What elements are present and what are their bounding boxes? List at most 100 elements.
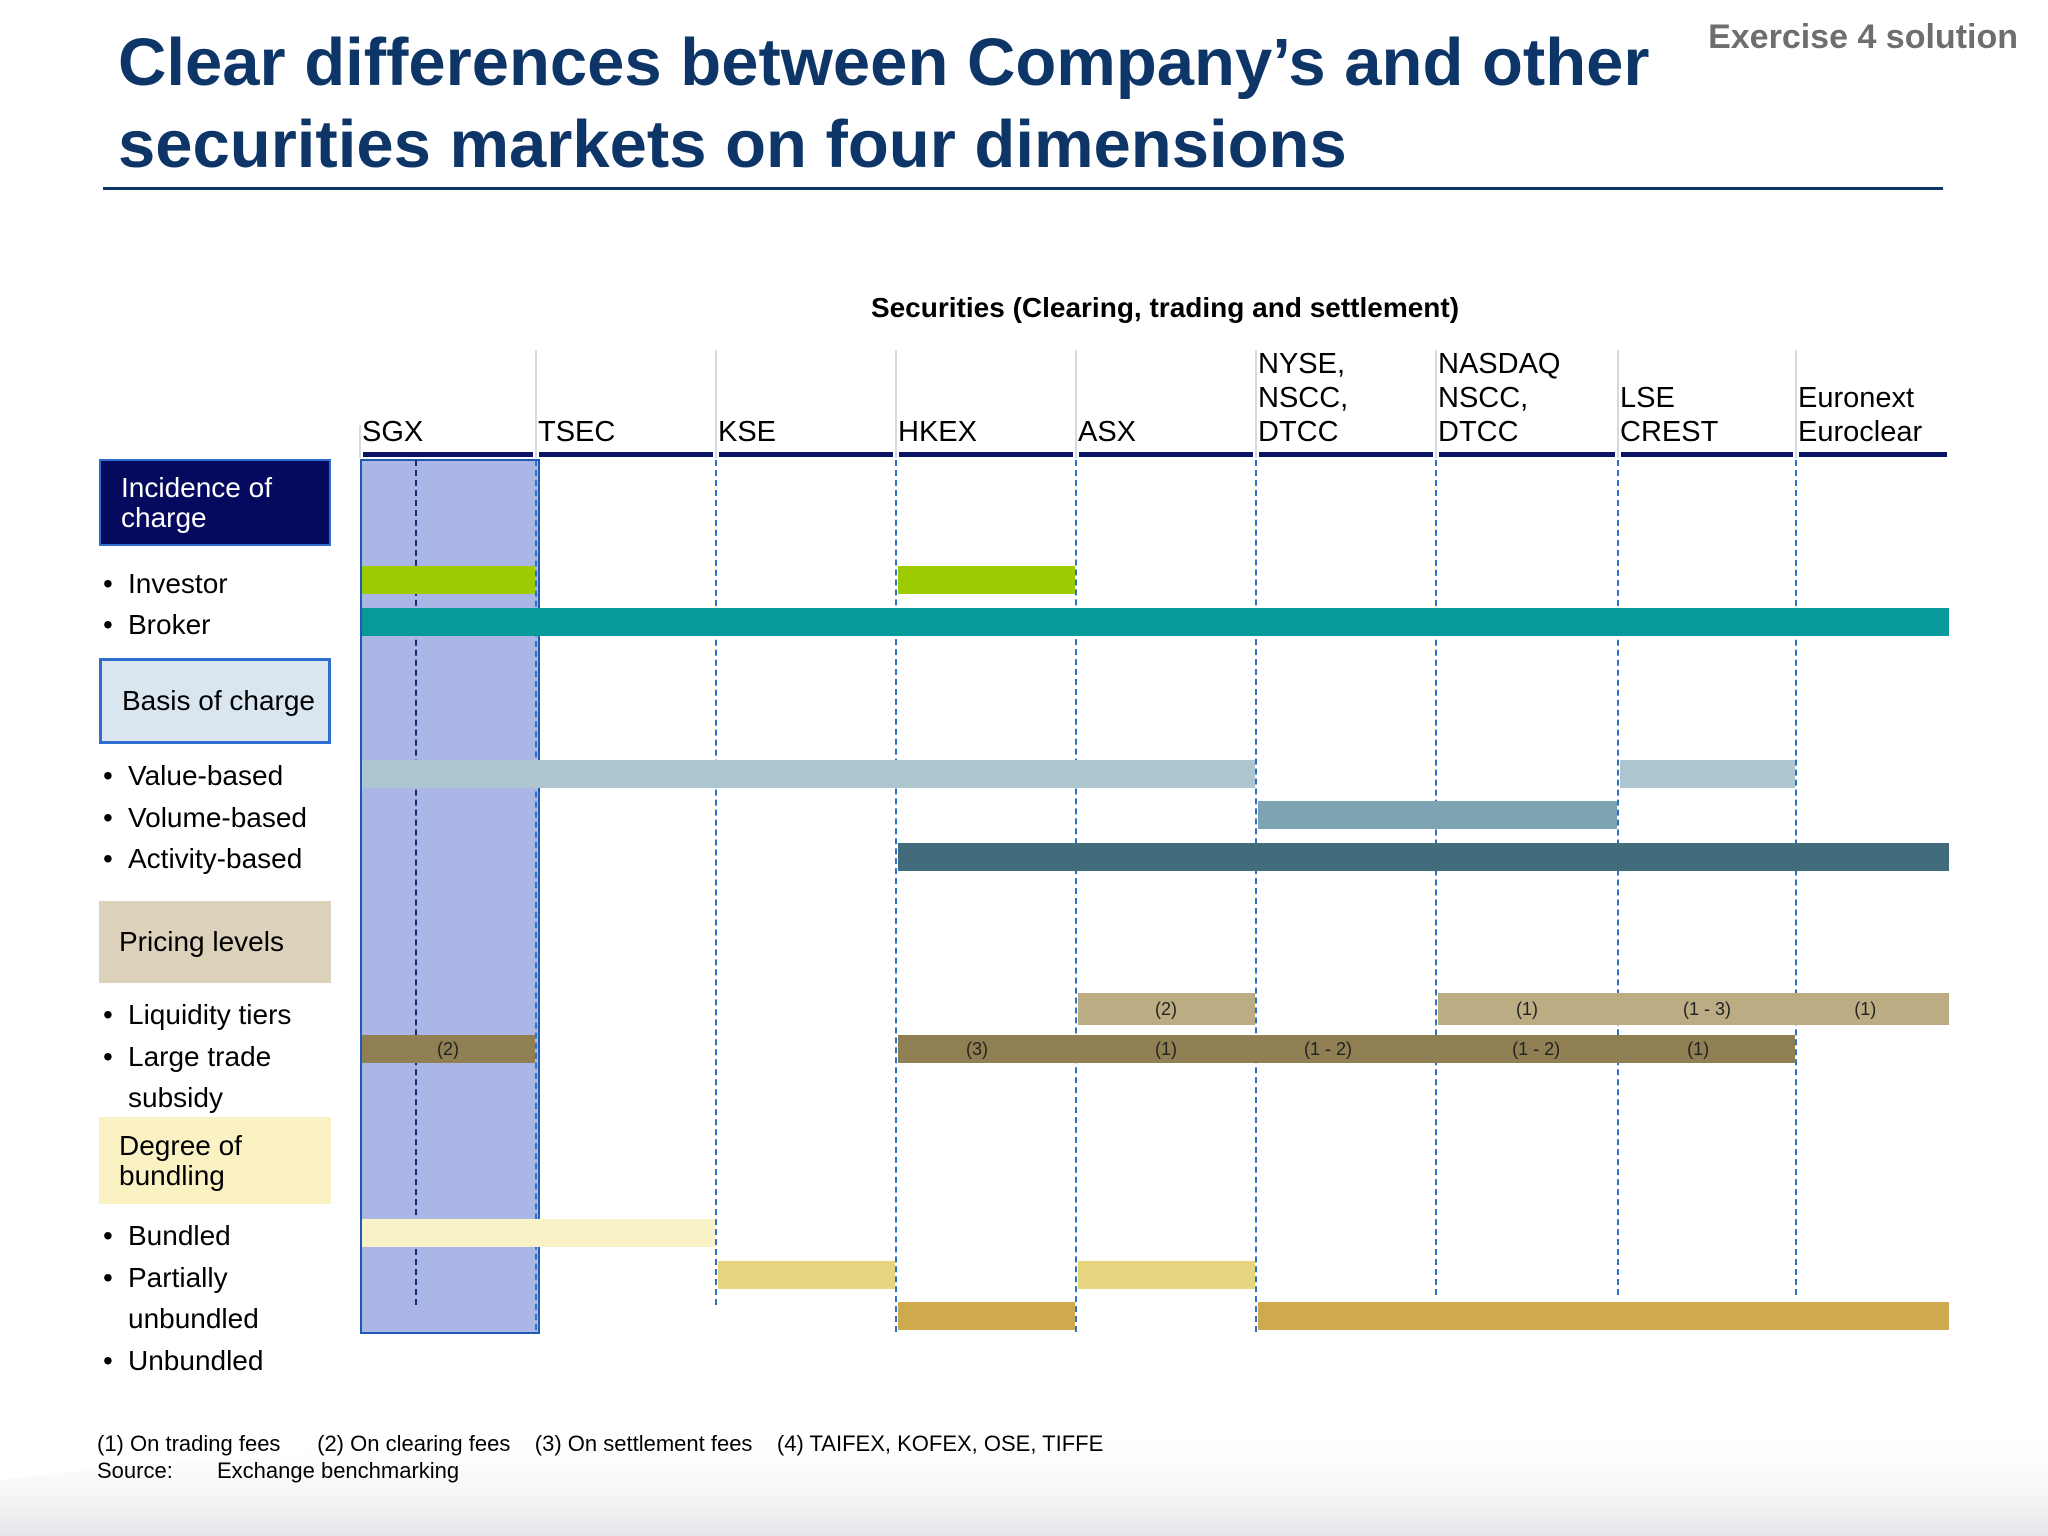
- row-text: Large trade: [128, 1041, 272, 1072]
- bar-investor: [362, 566, 535, 594]
- row-text: Value-based: [128, 760, 284, 791]
- column-header-line: TSEC: [538, 416, 616, 448]
- row-text: Investor: [128, 568, 228, 599]
- column-divider: [1075, 350, 1077, 458]
- sgx-center-divider: [415, 460, 417, 1305]
- bullet: •: [103, 843, 113, 874]
- title-line-2: securities markets on four dimensions: [118, 107, 1347, 182]
- row-label-investor: • Investor: [103, 563, 228, 604]
- footnote-3: (3) On settlement fees: [534, 1431, 753, 1456]
- row-label-volume-based: • Volume-based: [103, 797, 307, 838]
- section-label: Degree of bundling: [119, 1129, 242, 1191]
- section-label: Basis of charge: [122, 685, 315, 716]
- bar-activity-based: [898, 843, 1949, 871]
- footnote-1: (1) On trading fees: [97, 1431, 281, 1456]
- bar-large-trade: (2): [362, 1035, 535, 1063]
- column-header-line: NSCC,: [1438, 382, 1529, 414]
- column-gridline: [1795, 460, 1797, 1295]
- section-degree-of-bundling: Degree of bundling: [99, 1117, 331, 1204]
- bar-investor: [898, 566, 1075, 594]
- column-header-line: Euroclear: [1798, 416, 1923, 448]
- bullet: •: [103, 568, 113, 599]
- source-line: Source: Exchange benchmarking: [97, 1457, 1103, 1484]
- column-divider: [1617, 350, 1619, 458]
- column-underline-asx: [1079, 452, 1253, 457]
- bar-large-trade: (3) (1) (1 - 2) (1 - 2) (1): [898, 1035, 1795, 1063]
- column-divider: [1435, 350, 1437, 458]
- section-pricing-levels: Pricing levels: [99, 901, 331, 983]
- bullet: •: [103, 760, 113, 791]
- column-gridline: [715, 460, 717, 1305]
- column-gridline: [1617, 460, 1619, 1295]
- column-underline-euronext: [1799, 452, 1947, 457]
- footnote-line: (1) On trading fees (2) On clearing fees…: [97, 1430, 1103, 1457]
- title-underline: [103, 187, 1943, 190]
- row-label-unbundled: • Unbundled: [103, 1340, 263, 1381]
- row-label-activity-based: • Activity-based: [103, 838, 302, 879]
- column-header-lse: LSE CREST: [1620, 381, 1718, 449]
- row-text: Activity-based: [128, 843, 303, 874]
- bar-footnote-label: (1 - 2): [1303, 1038, 1353, 1059]
- bullet: •: [103, 1041, 113, 1072]
- row-label-partially-unbundled: • Partially unbundled: [103, 1257, 259, 1339]
- row-text: Broker: [128, 609, 211, 640]
- column-gridline: [1075, 460, 1077, 1332]
- source-text: Exchange benchmarking: [217, 1458, 460, 1483]
- column-header-line: Euronext: [1798, 382, 1915, 414]
- bullet: •: [103, 1345, 113, 1376]
- row-label-bundled: • Bundled: [103, 1215, 231, 1256]
- column-header-euronext: Euronext Euroclear: [1798, 381, 1922, 449]
- row-text-continued: subsidy: [128, 1082, 223, 1113]
- column-divider: [1795, 350, 1797, 458]
- bar-partially-unbundled: [1078, 1261, 1255, 1289]
- chart-heading: Securities (Clearing, trading and settle…: [870, 292, 1460, 323]
- row-label-broker: • Broker: [103, 604, 210, 645]
- column-header-line: HKEX: [898, 416, 977, 448]
- column-gridline: [535, 460, 537, 1330]
- bar-footnote-label: (1): [1155, 1038, 1177, 1059]
- section-basis-of-charge: Basis of charge: [99, 658, 331, 744]
- column-header-line: SGX: [362, 416, 424, 448]
- column-header-kse: KSE: [718, 415, 776, 449]
- bar-bundled: [362, 1219, 715, 1247]
- footnote-4: (4) TAIFEX, KOFEX, OSE, TIFFE: [776, 1431, 1104, 1456]
- bar-footnote-label: (2): [437, 1038, 459, 1059]
- title-line-1: Clear differences between Company’s and …: [118, 25, 1650, 100]
- exercise-label: Exercise 4 solution: [1708, 18, 2018, 56]
- bullet: •: [103, 1262, 113, 1293]
- column-underline-tsec: [539, 452, 713, 457]
- bar-volume-based: [1258, 801, 1617, 829]
- section-label: Pricing levels: [119, 926, 284, 957]
- column-underline-nyse: [1259, 452, 1433, 457]
- row-label-liquidity-tiers: • Liquidity tiers: [103, 994, 291, 1035]
- bar-footnote-label: (1): [1516, 998, 1538, 1019]
- bar-value-based: [1620, 760, 1795, 788]
- bar-footnote-label: (1): [1687, 1038, 1710, 1059]
- column-gridline: [895, 460, 897, 1332]
- column-header-line: CREST: [1620, 416, 1719, 448]
- section-label: Incidence of charge: [121, 471, 272, 533]
- column-header-line: NASDAQ: [1438, 348, 1561, 380]
- column-divider: [535, 350, 537, 458]
- row-text: Unbundled: [128, 1345, 264, 1376]
- row-label-value-based: • Value-based: [103, 755, 283, 796]
- column-header-line: KSE: [718, 416, 777, 448]
- column-header-line: DTCC: [1438, 416, 1519, 448]
- bar-liquidity-tiers: (1) (1 - 3) (1): [1438, 993, 1949, 1025]
- column-divider: [715, 350, 717, 458]
- column-header-line: NYSE,: [1258, 348, 1346, 380]
- bar-footnote-label: (1 - 3): [1682, 998, 1732, 1019]
- row-text: Bundled: [128, 1220, 231, 1251]
- row-label-large-trade-subsidy: • Large trade subsidy: [103, 1036, 271, 1118]
- column-header-nasdaq: NASDAQ NSCC, DTCC: [1438, 347, 1560, 449]
- column-header-asx: ASX: [1078, 415, 1136, 449]
- row-text: Liquidity tiers: [128, 999, 292, 1030]
- column-header-hkex: HKEX: [898, 415, 977, 449]
- column-header-line: NSCC,: [1258, 382, 1349, 414]
- bar-value-based: [362, 760, 1255, 788]
- column-header-tsec: TSEC: [538, 415, 615, 449]
- bar-broker: [362, 608, 1949, 636]
- column-header-line: LSE: [1620, 382, 1675, 414]
- column-underline-nasdaq: [1439, 452, 1615, 457]
- row-text: Partially: [128, 1262, 228, 1293]
